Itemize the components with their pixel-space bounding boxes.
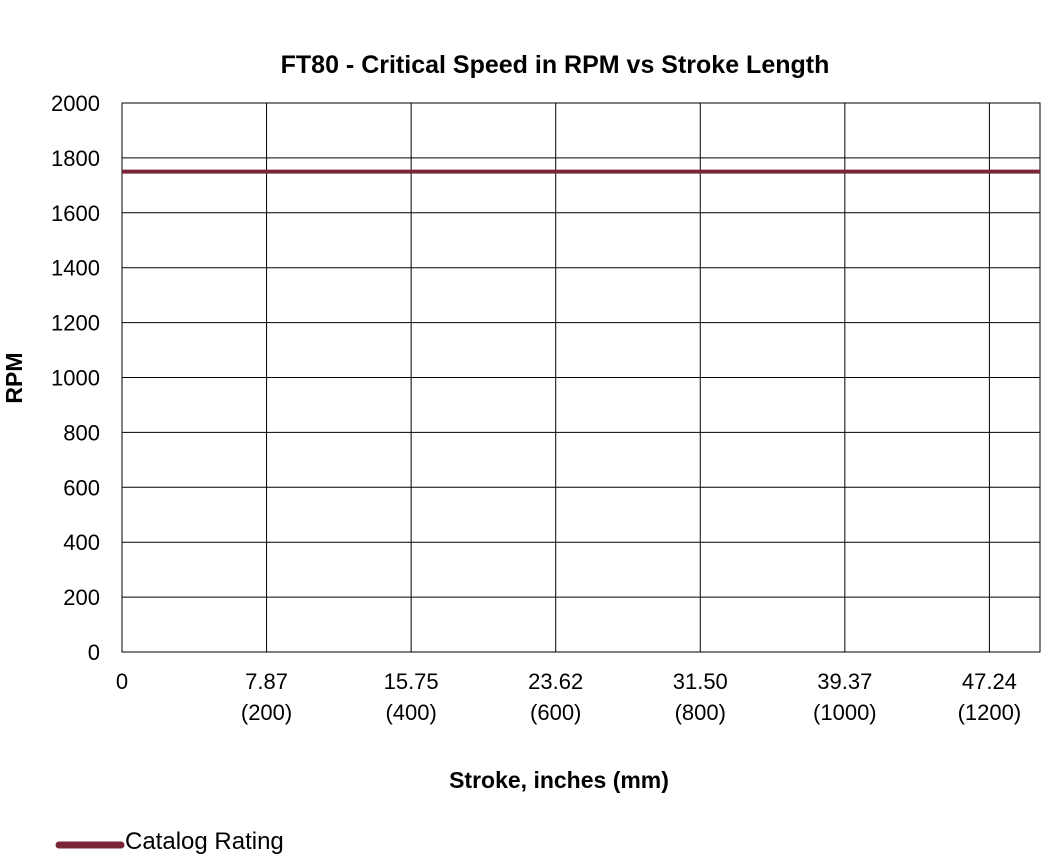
y-tick-label: 400	[63, 530, 100, 555]
x-tick-sublabel: (200)	[241, 700, 292, 725]
chart-title: FT80 - Critical Speed in RPM vs Stroke L…	[281, 51, 830, 79]
y-tick-label: 1800	[51, 146, 100, 171]
y-tick-label: 200	[63, 585, 100, 610]
y-axis-title: RPM	[1, 352, 27, 403]
x-tick-label: 7.87	[245, 669, 288, 694]
y-tick-labels: 0 200 400 600 800 1000 1200 1400 1600 1800 2000	[51, 91, 100, 665]
y-tick-label: 800	[63, 420, 100, 445]
y-tick-label: 1200	[51, 311, 100, 336]
x-tick-sublabel: (600)	[530, 700, 581, 725]
x-tick-label: 15.75	[384, 669, 439, 694]
x-tick-label: 39.37	[817, 669, 872, 694]
x-tick-sublabel: (1000)	[813, 700, 877, 725]
x-tick-label: 23.62	[528, 669, 583, 694]
x-tick-sublabel: (400)	[385, 700, 436, 725]
x-tick-sublabel: (1200)	[958, 700, 1022, 725]
x-tick-labels: 0 7.87 (200) 15.75 (400) 23.62 (600) 31.50 (800)…	[116, 669, 1021, 725]
y-tick-label: 1000	[51, 366, 100, 391]
y-tick-label: 1600	[51, 201, 100, 226]
x-tick-sublabel: (800)	[675, 700, 726, 725]
legend: Catalog Rating	[55, 828, 284, 855]
y-tick-label: 1400	[51, 256, 100, 281]
y-tick-label: 0	[88, 640, 100, 665]
x-axis-title: Stroke, inches (mm)	[449, 767, 669, 793]
x-tick-label: 31.50	[673, 669, 728, 694]
y-tick-label: 2000	[51, 91, 100, 116]
plot-area	[121, 102, 1041, 653]
legend-label-catalog-rating: Catalog Rating	[125, 828, 284, 855]
x-tick-label: 47.24	[962, 669, 1017, 694]
x-tick-label: 0	[116, 669, 128, 694]
y-tick-label: 600	[63, 475, 100, 500]
grid	[122, 102, 1040, 653]
